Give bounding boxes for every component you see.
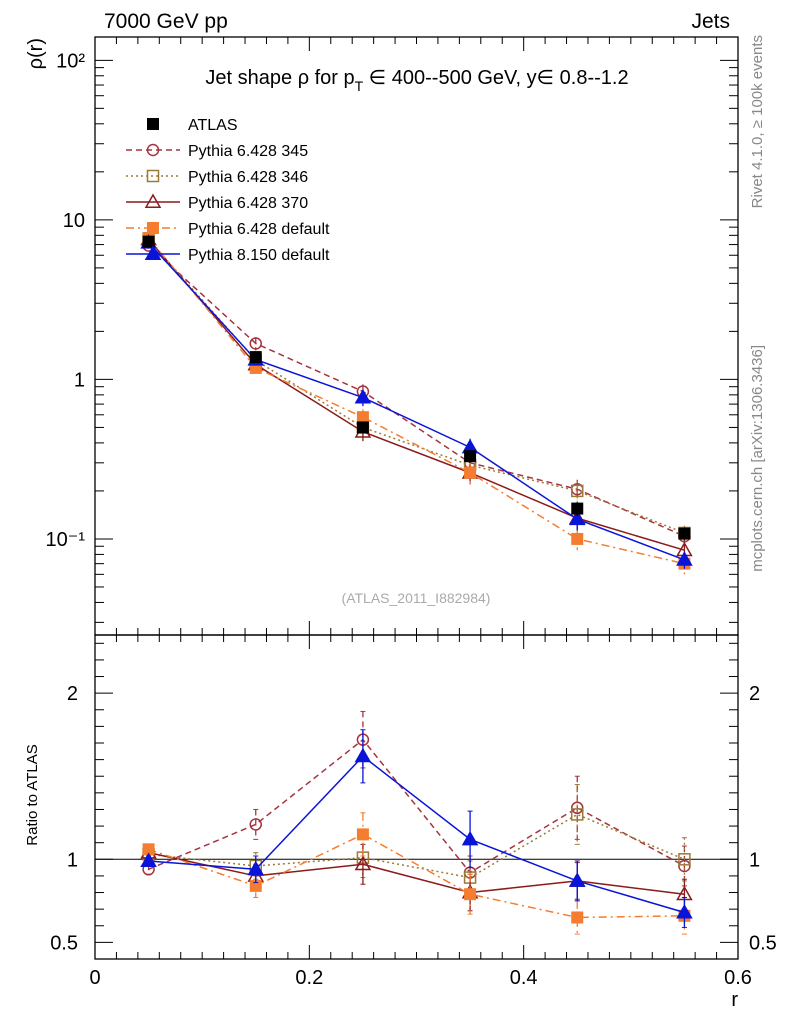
ratio-y-tick-label-left: 1	[67, 849, 78, 871]
header-right: Jets	[691, 10, 730, 33]
y-tick-label: 10	[63, 210, 85, 232]
ratio-point	[354, 747, 372, 763]
x-axis-label: r	[731, 989, 738, 1011]
ratio-point	[571, 808, 584, 821]
ratio-point	[356, 828, 369, 841]
series-line	[148, 242, 685, 561]
legend-marker	[144, 245, 162, 260]
y-tick-label: 1	[74, 369, 85, 391]
y-tick-label: 10⁻¹	[46, 529, 86, 551]
ratio-y-tick-label-right: 1	[749, 849, 760, 871]
legend-entry: Pythia 6.428 370	[188, 195, 308, 212]
y-tick-label: 10²	[56, 50, 85, 72]
data-point	[568, 510, 586, 526]
ratio-point	[571, 801, 584, 815]
ratio-y-axis-label: Ratio to ATLAS	[24, 744, 41, 845]
chart-title-suffix: ∈ 400--500 GeV, y∈ 0.8--1.2	[363, 67, 628, 89]
ratio-point	[568, 872, 586, 887]
legend-entry: Pythia 6.428 345	[188, 143, 308, 160]
legend-entry: Pythia 6.428 346	[188, 169, 308, 186]
side-label-bottom: mcplots.cern.ch [arXiv:1306.3436]	[749, 345, 766, 572]
ratio-y-tick-label-right: 0.5	[749, 932, 777, 954]
series-line	[148, 245, 685, 537]
ratio-series-layer	[140, 710, 693, 935]
ratio-point	[354, 855, 372, 871]
data-point	[142, 235, 155, 248]
watermark: (ATLAS_2011_I882984)	[342, 590, 491, 606]
legend-entry: Pythia 8.150 default	[188, 247, 330, 264]
top-series-layer	[140, 230, 693, 575]
ratio-point	[571, 911, 584, 924]
data-point	[678, 527, 691, 540]
data-point	[464, 450, 477, 463]
data-point	[354, 388, 372, 404]
ratio-axis-ticks: 0 0.2 0.4 0.6 0.5 0.5 1 1 2 2	[50, 635, 777, 989]
data-point	[249, 337, 262, 350]
series-line	[148, 237, 685, 565]
legend-marker	[147, 118, 159, 130]
data-point	[676, 551, 693, 566]
series-line	[148, 238, 685, 551]
legend-entry: Pythia 6.428 default	[188, 221, 330, 238]
data-point	[571, 532, 584, 545]
ratio-y-tick-label-right: 2	[749, 683, 760, 705]
top-axis-ticks: 10⁻¹ 1 10 10²	[46, 37, 739, 635]
data-point	[356, 421, 369, 434]
ratio-series-line	[148, 738, 685, 874]
ratio-point	[676, 903, 693, 919]
data-point	[464, 466, 477, 479]
legend-marker	[147, 222, 159, 234]
ratio-series-line	[148, 851, 685, 895]
x-tick-label: 0	[89, 967, 100, 989]
header-left: 7000 GeV pp	[104, 10, 228, 33]
ratio-series-line	[148, 755, 685, 914]
x-tick-label: 0.6	[724, 967, 752, 989]
series-line	[148, 239, 685, 534]
side-label-top: Rivet 4.1.0, ≥ 100k events	[749, 35, 766, 208]
ratio-point	[678, 859, 691, 873]
legend-marker	[146, 169, 160, 183]
ratio-point	[249, 818, 262, 831]
ratio-point	[461, 830, 479, 846]
data-point	[356, 411, 369, 424]
data-point	[249, 351, 262, 364]
data-point	[571, 502, 584, 515]
x-tick-label: 0.2	[295, 967, 323, 989]
chart-title: Jet shape ρ for pT ∈ 400--500 GeV, y∈ 0.…	[205, 67, 628, 94]
ratio-point	[140, 852, 157, 867]
ratio-y-tick-label-left: 0.5	[50, 932, 78, 954]
legend-marker	[146, 143, 160, 157]
chart-title-sub: T	[355, 78, 364, 94]
ratio-series-line	[148, 833, 685, 919]
chart-title-prefix: Jet shape ρ for p	[205, 67, 354, 89]
x-tick-label: 0.4	[510, 967, 538, 989]
y-axis-label: ρ(r)	[25, 38, 47, 69]
legend-marker	[144, 193, 162, 208]
legend-entry: ATLAS	[188, 117, 238, 134]
ratio-point	[464, 888, 477, 901]
ratio-series-line	[148, 813, 685, 879]
ratio-y-tick-label-left: 2	[67, 683, 78, 705]
ratio-point	[678, 853, 691, 866]
data-point	[571, 484, 584, 498]
legend: ATLAS Pythia 6.428 345 Pythia 6.428 346 Pyt…	[126, 117, 330, 264]
ratio-point	[247, 860, 265, 876]
